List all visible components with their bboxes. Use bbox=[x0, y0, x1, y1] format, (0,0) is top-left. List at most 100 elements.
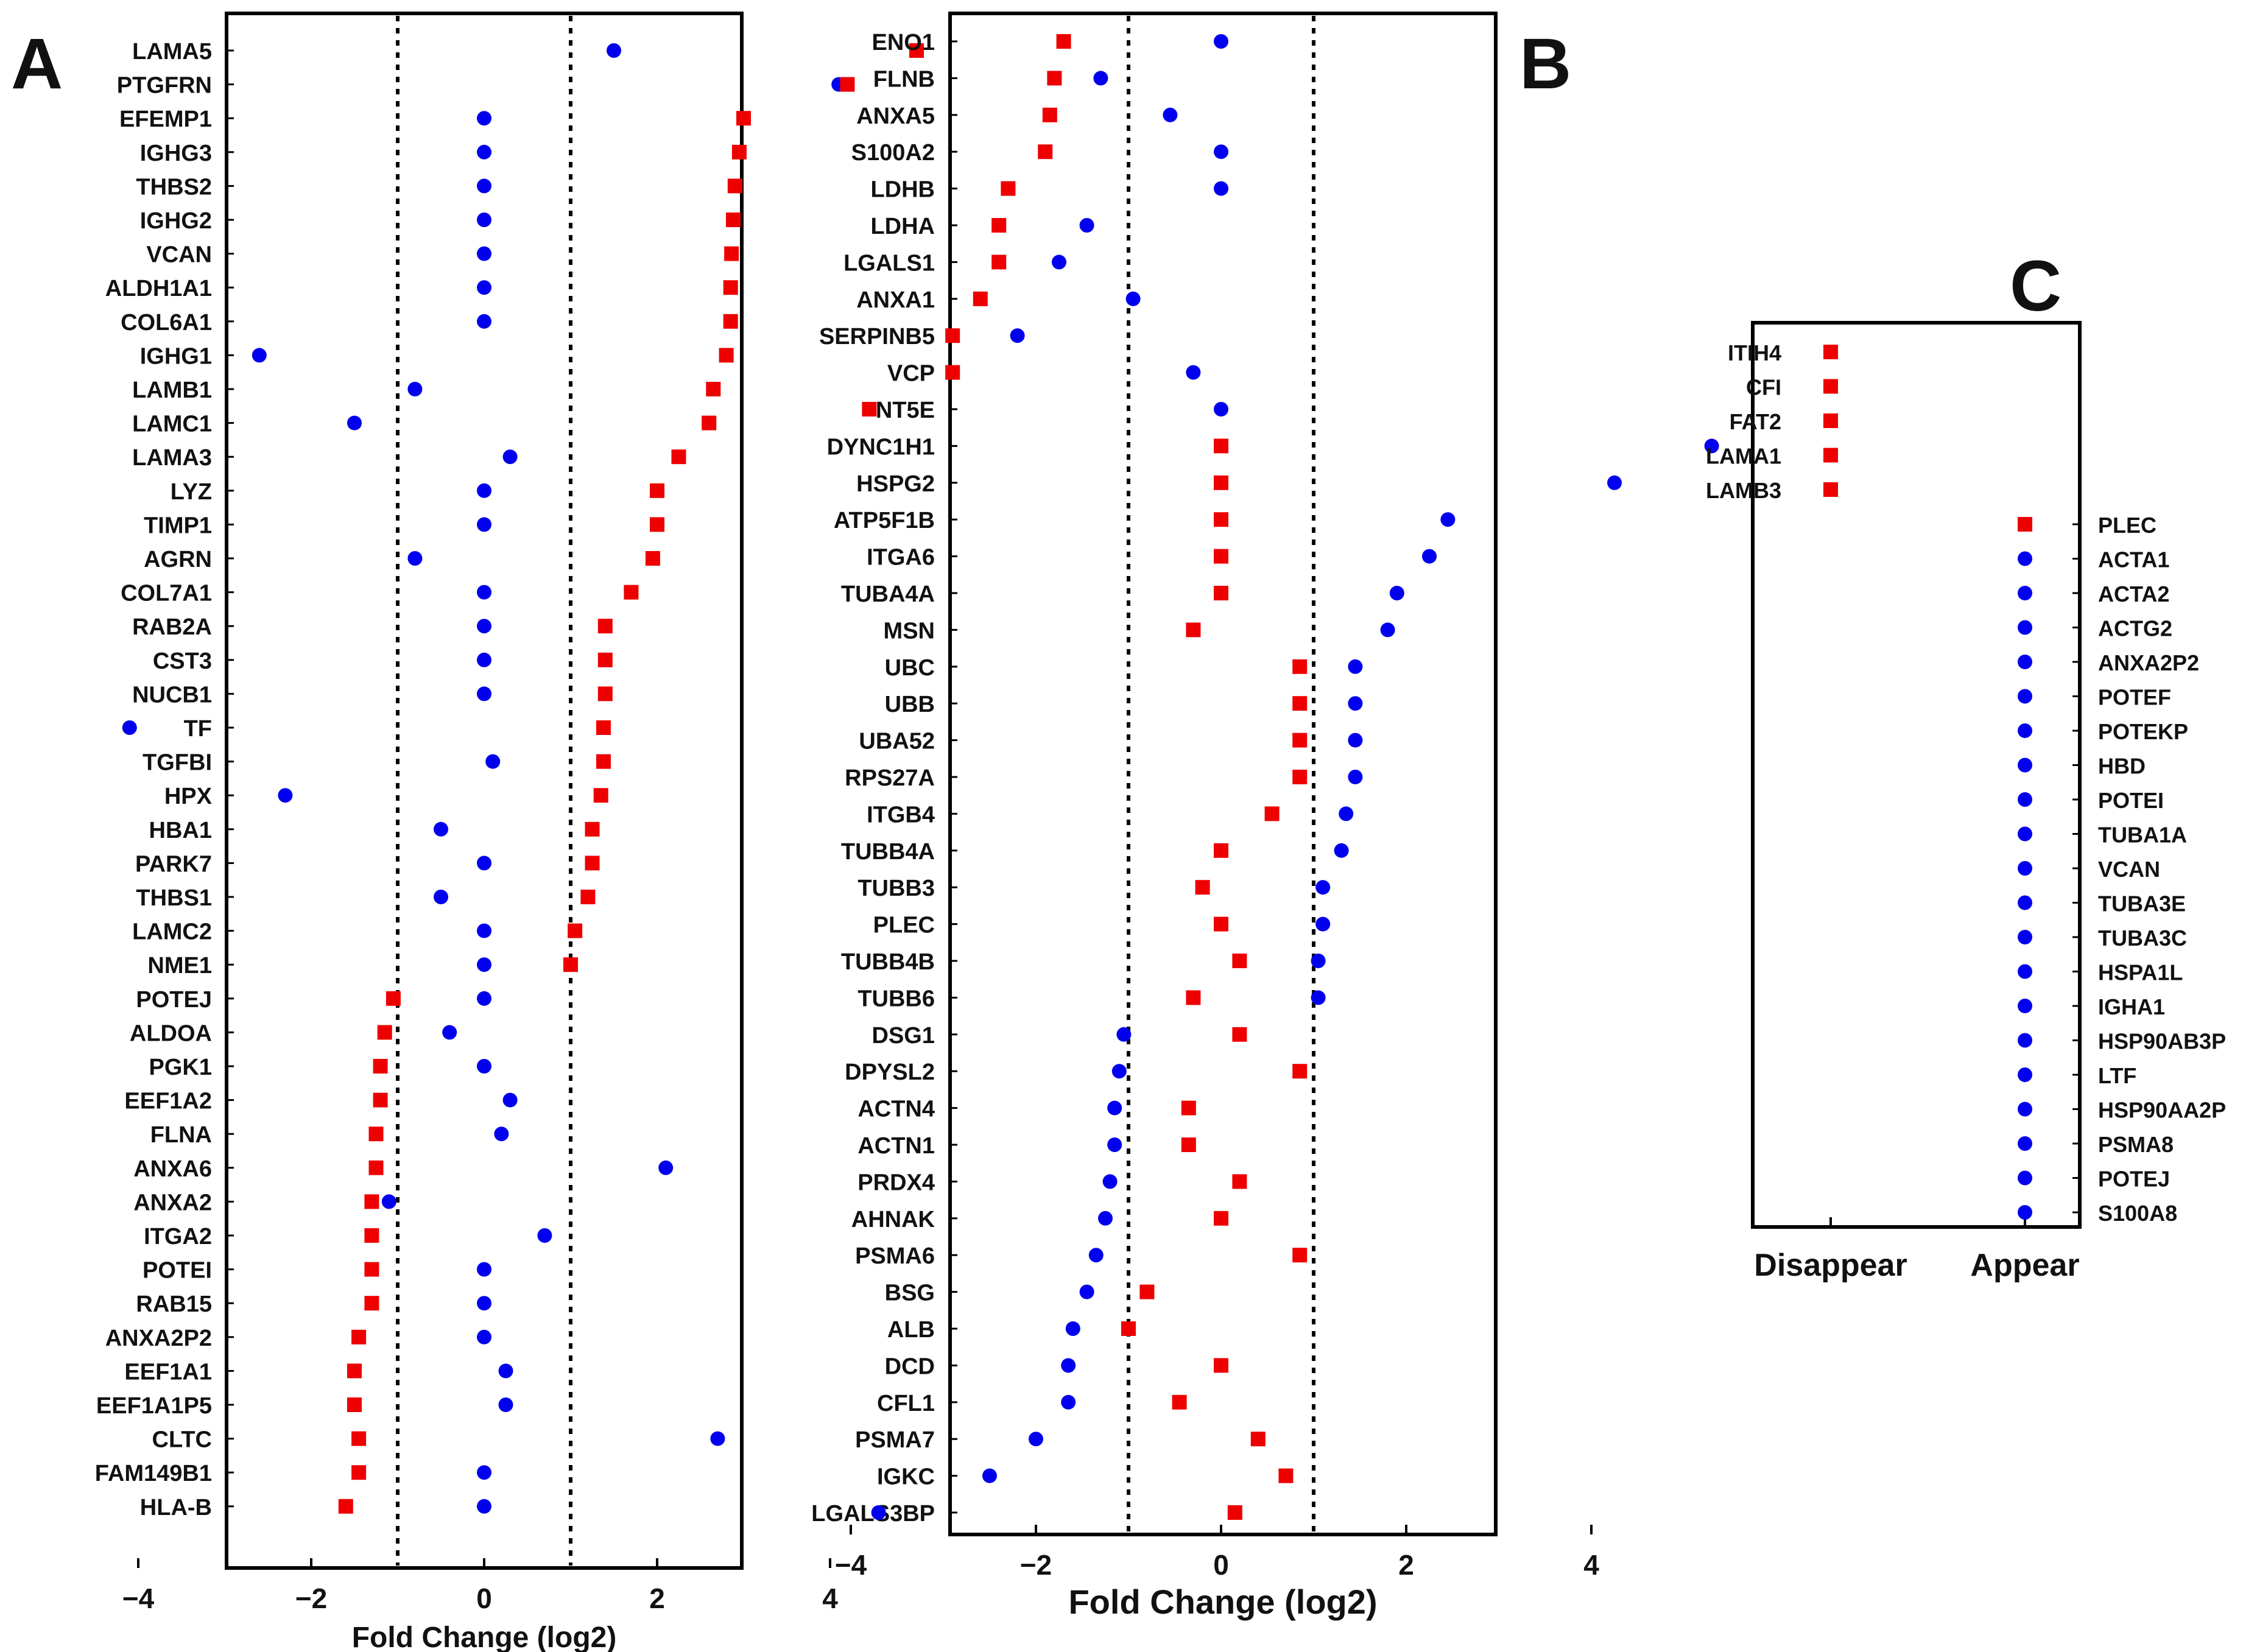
category-label: CST3 bbox=[153, 648, 212, 674]
data-point-circle bbox=[1422, 549, 1437, 564]
data-point-circle bbox=[1214, 181, 1228, 196]
data-point-square bbox=[1139, 1284, 1155, 1299]
category-label: AHNAK bbox=[851, 1207, 935, 1232]
category-label: IGKC bbox=[877, 1464, 935, 1490]
data-point-square bbox=[724, 246, 739, 261]
category-label: DSG1 bbox=[872, 1023, 935, 1049]
data-point-circle bbox=[871, 1505, 886, 1520]
data-point-circle bbox=[122, 720, 137, 735]
data-point-circle bbox=[1380, 622, 1395, 638]
data-point-square bbox=[1181, 1100, 1196, 1116]
plot-frame bbox=[948, 12, 1498, 1536]
data-point-circle bbox=[494, 1127, 509, 1142]
data-point-circle bbox=[407, 382, 423, 396]
category-label: UBA52 bbox=[859, 729, 935, 754]
data-point-circle bbox=[1186, 365, 1201, 380]
plot-frame bbox=[1751, 321, 2082, 1229]
data-point-square bbox=[991, 218, 1007, 233]
x-tick-label: 4 bbox=[1583, 1549, 1599, 1581]
category-label: NUCB1 bbox=[132, 682, 212, 708]
category-label: LDHB bbox=[870, 177, 935, 203]
category-label: POTEJ bbox=[136, 987, 212, 1013]
data-point-square bbox=[597, 686, 613, 701]
data-point-circle bbox=[477, 144, 491, 160]
category-label: RAB2A bbox=[132, 614, 212, 640]
category-label: ACTN4 bbox=[857, 1097, 935, 1122]
data-point-circle bbox=[477, 178, 491, 194]
category-label: EFEMP1 bbox=[119, 107, 212, 132]
protein-label: IGHA1 bbox=[2098, 994, 2165, 1019]
data-point-square bbox=[1214, 475, 1228, 490]
data-point-square bbox=[351, 1465, 367, 1480]
category-label: ITGA6 bbox=[867, 545, 935, 571]
data-point-circle bbox=[1214, 402, 1228, 417]
category-label: ANXA1 bbox=[856, 287, 935, 313]
data-point-circle bbox=[477, 652, 491, 667]
category-label: LAMC1 bbox=[132, 412, 212, 437]
data-point-circle bbox=[2018, 1170, 2032, 1186]
data-point-square bbox=[1056, 34, 1071, 49]
category-label: LGALS1 bbox=[843, 250, 935, 276]
protein-label: PLEC bbox=[2098, 513, 2157, 538]
data-point-square bbox=[563, 957, 578, 972]
data-point-square bbox=[945, 328, 960, 343]
protein-label: POTEJ bbox=[2098, 1167, 2170, 1192]
data-point-circle bbox=[485, 754, 501, 769]
data-point-circle bbox=[537, 1228, 552, 1243]
category-label: Disappear bbox=[1754, 1248, 1907, 1283]
data-point-square bbox=[1038, 144, 1053, 160]
category-label: PGK1 bbox=[149, 1055, 212, 1080]
protein-label: VCAN bbox=[2098, 857, 2160, 882]
data-point-square bbox=[351, 1431, 367, 1446]
data-point-square bbox=[377, 1025, 392, 1040]
data-point-circle bbox=[252, 348, 267, 363]
category-label: PSMA6 bbox=[855, 1243, 935, 1269]
data-point-circle bbox=[477, 619, 491, 634]
x-tick-label: 2 bbox=[649, 1583, 665, 1614]
data-point-square bbox=[1292, 770, 1308, 784]
data-point-square bbox=[1001, 181, 1016, 196]
data-point-square bbox=[347, 1363, 362, 1379]
data-point-square bbox=[973, 291, 988, 306]
category-label: BSG bbox=[885, 1281, 935, 1306]
x-tick-label: 0 bbox=[1213, 1549, 1229, 1581]
data-point-circle bbox=[1065, 1321, 1080, 1336]
panel-c: C Disappear Appear ITIH4 CFI FAT2 LAMA1 LAMB3 PL… bbox=[1706, 246, 2226, 1283]
protein-label: ACTG2 bbox=[2098, 616, 2172, 641]
data-point-circle bbox=[1440, 512, 1456, 527]
data-point-square bbox=[1214, 438, 1228, 454]
data-point-square bbox=[373, 1059, 388, 1074]
data-point-circle bbox=[2018, 1067, 2032, 1082]
data-point-circle bbox=[477, 957, 491, 972]
data-point-square bbox=[719, 348, 734, 363]
data-point-square bbox=[650, 483, 664, 498]
category-label: TIMP1 bbox=[144, 513, 212, 538]
data-point-square bbox=[1264, 806, 1280, 821]
data-point-square bbox=[1823, 482, 1838, 497]
data-point-circle bbox=[1088, 1248, 1104, 1263]
data-point-circle bbox=[2018, 895, 2032, 910]
category-label: FAM149B1 bbox=[95, 1461, 212, 1486]
data-point-square bbox=[1292, 1064, 1308, 1079]
data-point-circle bbox=[434, 821, 448, 837]
category-label: HPX bbox=[164, 784, 213, 809]
data-point-square bbox=[1232, 1174, 1247, 1189]
data-point-square bbox=[1227, 1505, 1242, 1520]
data-point-circle bbox=[1214, 34, 1228, 49]
data-point-circle bbox=[1348, 659, 1363, 674]
category-label: CLTC bbox=[152, 1427, 213, 1453]
x-axis-title: Fold Change (log2) bbox=[352, 1622, 617, 1652]
protein-label: LTF bbox=[2098, 1063, 2136, 1088]
protein-label: POTEKP bbox=[2098, 719, 2188, 744]
data-point-circle bbox=[477, 213, 491, 227]
data-point-square bbox=[727, 178, 742, 194]
data-point-square bbox=[909, 43, 924, 58]
category-label: FLNB bbox=[873, 66, 935, 92]
data-point-square bbox=[593, 788, 608, 803]
category-label: PTGFRN bbox=[117, 73, 212, 99]
data-point-circle bbox=[2018, 792, 2032, 807]
data-point-square bbox=[1214, 1211, 1228, 1226]
data-point-square bbox=[368, 1127, 384, 1142]
data-point-circle bbox=[477, 585, 491, 600]
data-point-circle bbox=[477, 1262, 491, 1277]
